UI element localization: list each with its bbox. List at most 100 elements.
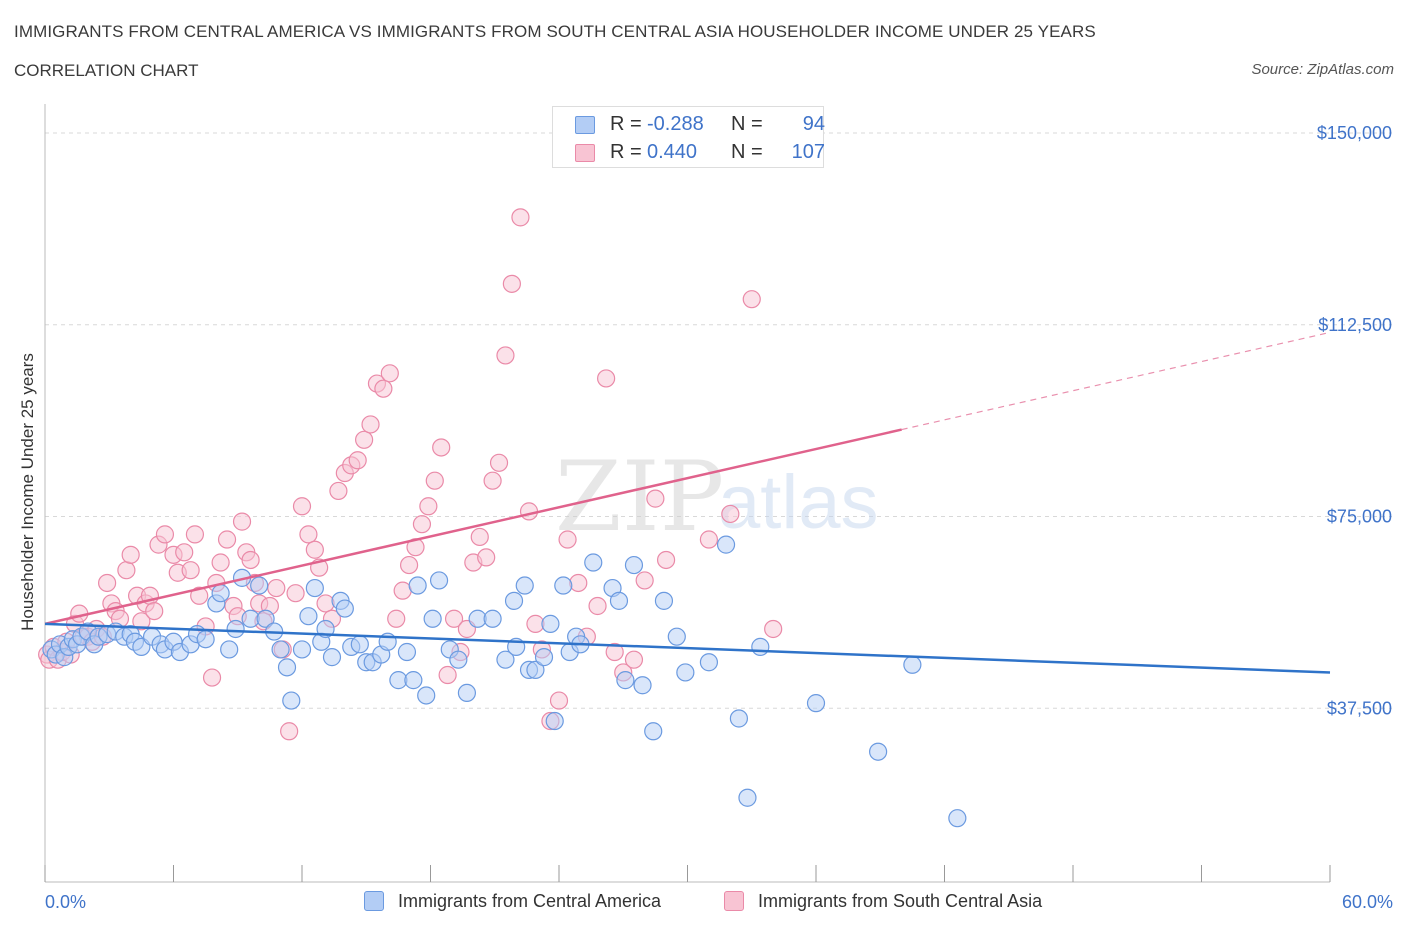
blue-point [196,630,215,649]
blue-point [457,683,477,703]
pink-point [444,609,464,628]
pink-point [699,530,719,549]
pink-point [558,530,577,549]
pink-point [569,573,588,593]
pink-point [145,601,164,621]
blue-point [654,591,674,610]
blue-point [220,640,239,659]
pink-trend-line-extension [901,331,1331,431]
x-tick-label: 60.0% [1342,892,1393,912]
pink-point [280,722,299,741]
pink-point [98,573,117,593]
pink-point [549,691,569,710]
blue-point [584,553,603,572]
pink-point [588,596,607,616]
blue-point [738,788,757,807]
pink-point [764,619,783,639]
blue-point [667,627,686,646]
y-tick-label: $37,500 [1327,698,1392,718]
blue-point [699,653,719,672]
blue-point [429,571,449,590]
blue-trend-line [44,622,1331,674]
pink-point [374,379,393,398]
blue-point [211,584,230,603]
pink-point [496,346,515,365]
blue-point [299,607,318,626]
pink-point [646,489,665,508]
n-value: 94 [802,113,825,135]
pink-point [635,571,654,590]
pink-point [121,545,140,564]
r-value: 0.440 [647,141,698,163]
blue-point [526,660,545,680]
y-tick-label: $150,000 [1317,123,1392,143]
blue-point [496,650,515,669]
blue-point [903,655,922,674]
blue-point [515,576,534,595]
blue-point [729,709,749,728]
watermark: ZIP atlas [555,441,879,553]
blue-point [806,694,826,713]
blue-point [250,576,269,595]
blue-point [609,591,629,610]
blue-point [751,637,770,656]
blue-point [541,614,560,633]
tick-labels: $37,500 $75,000 $112,500 $150,000 0.0% 60.0% [45,123,1393,912]
pink-point [117,561,136,580]
watermark-atlas: atlas [718,460,879,545]
pink-point [742,290,761,309]
blue-point [449,650,468,669]
blue-point [483,609,502,628]
pink-point [361,415,380,434]
pink-point [511,208,530,227]
blue-point [226,619,245,639]
blue-point [256,609,275,628]
series-central-america-points [42,535,967,828]
pink-swatch [724,891,744,911]
blue-point [271,640,290,659]
r-value: -0.288 [647,113,704,135]
n-label: N = [731,141,763,163]
blue-point [545,711,564,731]
blue-point [322,648,342,667]
pink-point [305,540,324,559]
blue-point [350,635,369,654]
pink-point [202,668,222,687]
pink-point [181,561,200,580]
pink-point [597,369,616,388]
pink-point [419,497,438,516]
watermark-zip: ZIP [555,441,724,553]
n-label: N = [731,113,763,135]
pink-point [489,453,509,472]
pink-point [348,451,367,470]
pink-point [477,548,496,567]
pink-point [316,594,335,613]
blue-point [534,648,554,667]
pink-trend-line [44,428,902,626]
blue-point [404,671,423,690]
pink-point [483,471,502,490]
pink-point [387,609,406,628]
source-credit: Source: ZipAtlas.com [1251,61,1394,78]
blue-point [616,671,635,690]
blue-point [417,686,436,705]
pink-point [432,438,451,457]
y-tick-label: $75,000 [1327,507,1392,527]
pink-point [217,530,237,549]
pink-point [605,642,624,662]
blue-point [644,722,663,741]
blue-point [423,609,442,628]
pink-point [185,525,205,544]
pink-point [267,578,286,598]
blue-point [292,640,312,659]
pink-point [470,527,489,547]
pink-point [299,525,318,544]
chart-subtitle: CORRELATION CHART [14,61,199,80]
pink-point [721,504,740,524]
blue-point [277,658,297,677]
pink-point [292,497,312,516]
blue-swatch [575,116,595,134]
pink-point [399,555,419,575]
blue-point [948,809,967,828]
